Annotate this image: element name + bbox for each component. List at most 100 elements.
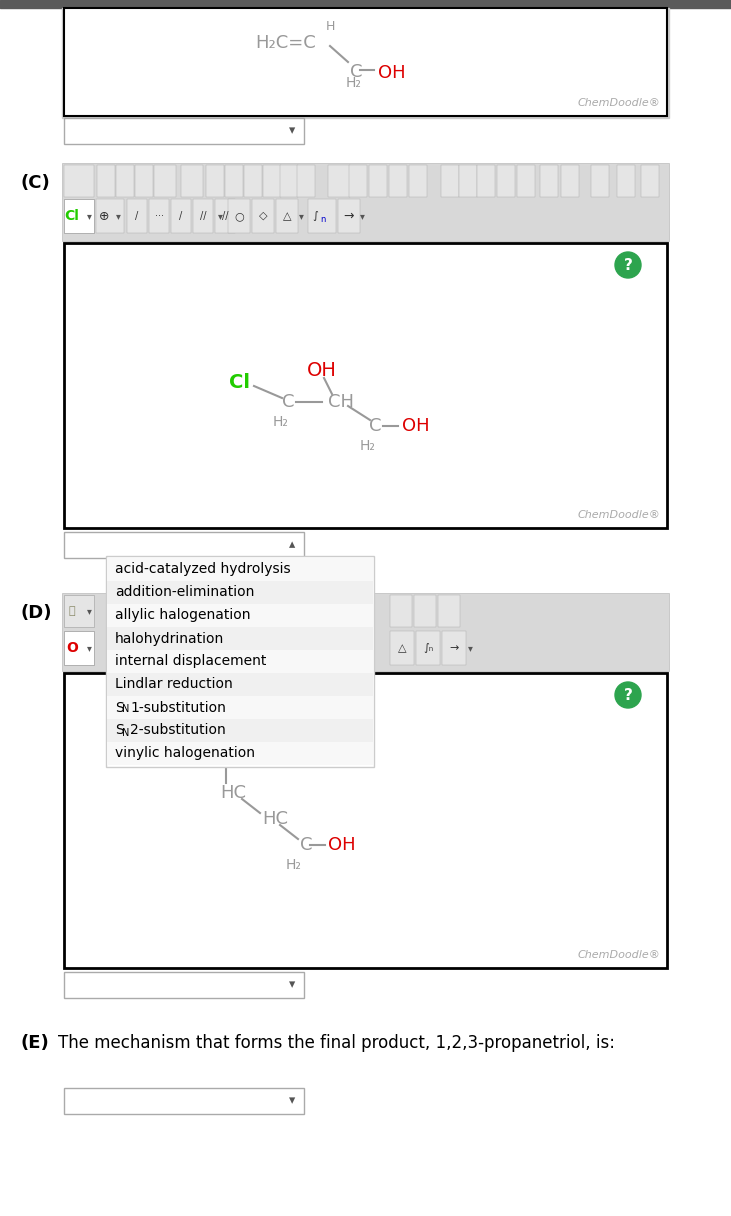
Bar: [62, 593, 669, 671]
Text: ?: ?: [624, 687, 632, 703]
Text: ?: ?: [624, 258, 632, 272]
Bar: [280, 165, 298, 197]
Bar: [107, 651, 373, 672]
Text: acid-catalyzed hydrolysis: acid-catalyzed hydrolysis: [115, 563, 291, 576]
Text: H₂: H₂: [286, 858, 302, 872]
Bar: [308, 199, 336, 233]
Text: H₂C=C: H₂C=C: [255, 34, 316, 52]
Bar: [107, 558, 373, 581]
Bar: [438, 595, 460, 627]
Text: allylic halogenation: allylic halogenation: [115, 608, 251, 623]
Bar: [107, 581, 373, 604]
Bar: [116, 165, 134, 197]
Bar: [244, 165, 262, 197]
Text: S: S: [115, 700, 124, 715]
Text: addition-elimination: addition-elimination: [115, 585, 254, 599]
Text: ▾: ▾: [86, 212, 91, 221]
Bar: [135, 165, 153, 197]
Bar: [276, 199, 298, 233]
Bar: [349, 165, 367, 197]
Circle shape: [615, 252, 641, 278]
Bar: [64, 631, 94, 665]
Bar: [390, 595, 412, 627]
Bar: [389, 165, 407, 197]
Bar: [127, 199, 147, 233]
Bar: [64, 165, 94, 197]
Text: H₂: H₂: [273, 415, 289, 429]
Bar: [64, 972, 304, 998]
Bar: [414, 595, 436, 627]
Text: Cl: Cl: [64, 209, 80, 223]
Bar: [442, 631, 466, 665]
Bar: [64, 9, 667, 116]
Text: H: H: [325, 19, 335, 33]
Text: →: →: [450, 643, 458, 653]
Text: H₂: H₂: [346, 75, 362, 90]
Text: ChemDoodle®: ChemDoodle®: [577, 98, 660, 108]
Bar: [96, 199, 124, 233]
Bar: [149, 199, 169, 233]
Bar: [64, 533, 304, 558]
Bar: [338, 199, 360, 233]
Bar: [107, 627, 373, 651]
Bar: [62, 9, 669, 118]
Text: The mechanism that forms the final product, 1,2,3-propanetriol, is:: The mechanism that forms the final produ…: [58, 1034, 615, 1052]
Text: ○: ○: [234, 212, 244, 221]
Text: halohydrination: halohydrination: [115, 631, 224, 646]
Bar: [215, 199, 235, 233]
Text: (D): (D): [20, 604, 51, 623]
Text: HC: HC: [262, 810, 288, 828]
Bar: [97, 165, 115, 197]
Bar: [107, 604, 373, 627]
Bar: [181, 165, 203, 197]
Text: ∫ₙ: ∫ₙ: [423, 643, 433, 653]
Text: /: /: [179, 212, 183, 221]
Text: ⌖: ⌖: [69, 606, 75, 617]
Bar: [154, 165, 176, 197]
Bar: [64, 672, 667, 968]
Text: n: n: [320, 214, 326, 224]
Text: ⊕: ⊕: [99, 209, 109, 223]
Text: ▾: ▾: [360, 212, 365, 221]
Bar: [64, 243, 667, 528]
Text: ChemDoodle®: ChemDoodle®: [577, 510, 660, 520]
Bar: [107, 742, 373, 765]
Bar: [390, 631, 414, 665]
Text: △: △: [283, 212, 291, 221]
Text: △: △: [398, 643, 406, 653]
Circle shape: [615, 682, 641, 708]
Bar: [297, 165, 315, 197]
Bar: [517, 165, 535, 197]
Bar: [617, 165, 635, 197]
Text: CH: CH: [328, 393, 354, 411]
Bar: [459, 165, 477, 197]
Bar: [369, 165, 387, 197]
Text: 1-substitution: 1-substitution: [130, 700, 226, 715]
Bar: [252, 199, 274, 233]
Text: ▾: ▾: [115, 212, 121, 221]
Text: ▾: ▾: [468, 643, 472, 653]
Text: C: C: [300, 837, 312, 854]
Text: 2-substitution: 2-substitution: [130, 724, 226, 737]
Text: Cl: Cl: [229, 372, 250, 392]
Text: →: →: [344, 209, 355, 223]
Text: C: C: [281, 393, 295, 411]
Bar: [409, 165, 427, 197]
Bar: [171, 199, 191, 233]
Bar: [228, 199, 250, 233]
Bar: [0, 0, 731, 9]
Text: OH: OH: [307, 360, 337, 379]
Text: S: S: [115, 724, 124, 737]
Text: internal displacement: internal displacement: [115, 654, 266, 669]
Bar: [107, 672, 373, 696]
Text: ChemDoodle®: ChemDoodle®: [577, 950, 660, 959]
Text: //: //: [221, 212, 228, 221]
Text: ▾: ▾: [298, 212, 303, 221]
Text: O: O: [219, 751, 233, 770]
Text: (E): (E): [20, 1034, 49, 1052]
Bar: [477, 165, 495, 197]
Text: OH: OH: [402, 417, 430, 435]
Text: C: C: [350, 63, 363, 81]
Bar: [497, 165, 515, 197]
Bar: [107, 719, 373, 742]
